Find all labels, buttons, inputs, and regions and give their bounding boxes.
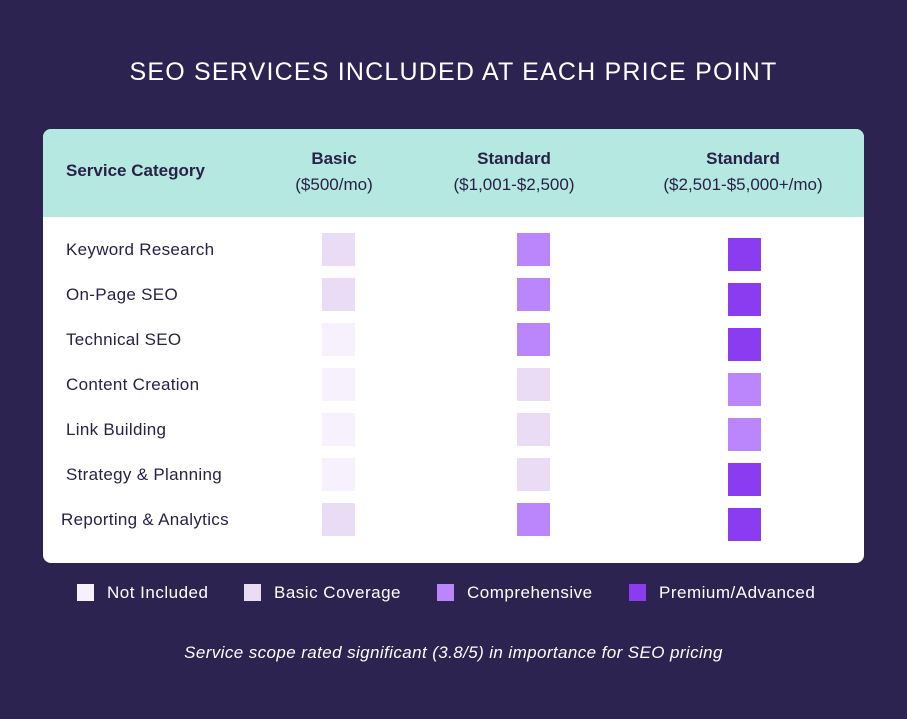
row-label: Strategy & Planning	[66, 465, 222, 484]
heatmap-cell	[728, 418, 761, 451]
header-column-standard-premium: Standard ($2,501-$5,000+/mo)	[643, 149, 843, 195]
heatmap-cell	[517, 278, 550, 311]
legend-label: Premium/Advanced	[659, 583, 816, 602]
legend-label: Basic Coverage	[274, 583, 402, 602]
legend-label: Comprehensive	[467, 583, 593, 602]
heatmap-cell	[322, 278, 355, 311]
heatmap-cell	[517, 368, 550, 401]
heatmap-cell	[728, 238, 761, 271]
legend-swatch	[77, 584, 94, 601]
header-column-price: ($2,501-$5,000+/mo)	[663, 175, 823, 194]
legend-swatch	[437, 584, 454, 601]
heatmap-cell	[517, 503, 550, 536]
row-label: Keyword Research	[66, 240, 215, 259]
heatmap-cell	[728, 463, 761, 496]
heatmap-cell	[728, 373, 761, 406]
heatmap-cell	[322, 323, 355, 356]
heatmap-cell	[322, 413, 355, 446]
header-column-name: Standard	[706, 149, 780, 168]
heatmap-cell	[517, 323, 550, 356]
header-column-name: Basic	[311, 149, 357, 168]
header-column-price: ($1,001-$2,500)	[453, 175, 575, 194]
heatmap-cell	[517, 233, 550, 266]
row-label: Technical SEO	[66, 330, 182, 349]
heatmap-cell	[728, 508, 761, 541]
row-label: On-Page SEO	[66, 285, 178, 304]
legend-label: Not Included	[107, 583, 209, 602]
heatmap-cell	[322, 368, 355, 401]
row-label: Link Building	[66, 420, 167, 439]
table-header: Service Category Basic ($500/mo) Standar…	[43, 129, 864, 217]
heatmap-cell	[322, 233, 355, 266]
services-table: Service Category Basic ($500/mo) Standar…	[43, 129, 864, 563]
footnote: Service scope rated significant (3.8/5) …	[184, 643, 723, 662]
header-column-basic: Basic ($500/mo)	[234, 149, 434, 195]
row-label: Content Creation	[66, 375, 200, 394]
heatmap-cell	[322, 458, 355, 491]
heatmap-cell	[728, 283, 761, 316]
chart-title: SEO SERVICES INCLUDED AT EACH PRICE POIN…	[129, 58, 778, 86]
heatmap-cell	[517, 458, 550, 491]
legend-swatch	[629, 584, 646, 601]
header-column-price: ($500/mo)	[295, 175, 373, 194]
heatmap-cell	[728, 328, 761, 361]
header-column-standard: Standard ($1,001-$2,500)	[414, 149, 614, 195]
row-label: Reporting & Analytics	[61, 510, 229, 529]
heatmap-cell	[517, 413, 550, 446]
header-column-name: Standard	[477, 149, 551, 168]
legend-swatch	[244, 584, 261, 601]
heatmap-cell	[322, 503, 355, 536]
header-service-category: Service Category	[66, 161, 205, 180]
